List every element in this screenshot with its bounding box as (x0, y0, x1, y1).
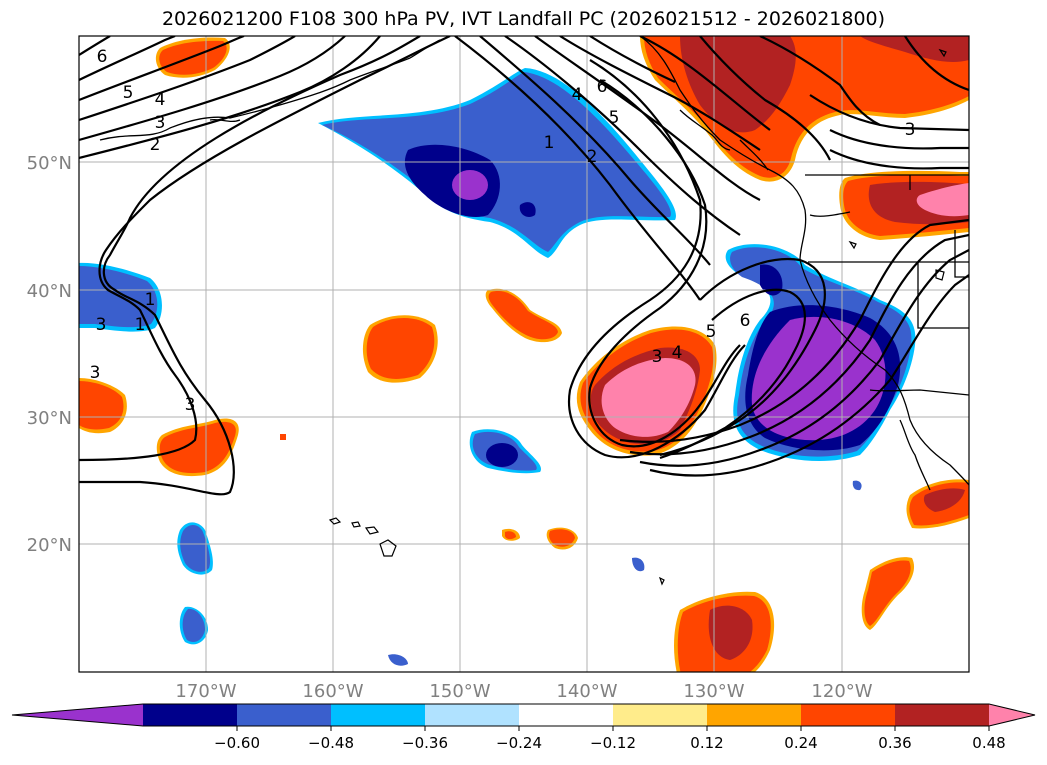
colorbar-tick-label: 0.24 (784, 734, 817, 752)
colorbar-segment (519, 704, 614, 726)
lat-label: 50°N (27, 153, 72, 174)
lon-label: 130°W (683, 681, 744, 702)
lon-label: 160°W (302, 681, 363, 702)
lat-label: 30°N (27, 408, 72, 429)
colorbar-tick-label: −0.24 (496, 734, 542, 752)
colorbar-segment (895, 704, 990, 726)
contour-label: 3 (155, 113, 166, 133)
map-title: 2026021200 F108 300 hPa PV, IVT Landfall… (161, 8, 886, 30)
longitude-labels: 170°W 160°W 150°W 140°W 130°W 120°W (175, 681, 872, 702)
colorbar-segment (707, 704, 802, 726)
contour-label: 6 (97, 47, 108, 67)
ivt-contours (79, 36, 969, 496)
contour-label: 3 (96, 315, 107, 335)
contour-label: 4 (672, 343, 683, 363)
islands (328, 48, 947, 586)
lat-label: 20°N (27, 535, 72, 556)
lon-label: 170°W (175, 681, 236, 702)
colorbar-segment (143, 704, 238, 726)
lon-label: 150°W (429, 681, 490, 702)
colorbar: −0.60 −0.48 −0.36 −0.24 −0.12 0.12 0.24 0.36 0.4… (11, 703, 1036, 752)
contour-label: 2 (150, 135, 161, 155)
colorbar-segment (237, 704, 332, 726)
map-frame (78, 35, 970, 673)
contour-label: 5 (706, 322, 717, 342)
contour-label: 3 (185, 395, 196, 415)
positive-anomaly-shading (79, 36, 969, 672)
contour-label: 1 (544, 133, 555, 153)
contour-label: 6 (597, 77, 608, 97)
contour-label: 3 (652, 347, 663, 367)
contour-label: 5 (123, 83, 134, 103)
contour-label: 4 (572, 85, 583, 105)
colorbar-tick-label: −0.60 (214, 734, 260, 752)
lon-label: 140°W (556, 681, 617, 702)
colorbar-extend-high (989, 704, 1035, 726)
contour-label: 3 (905, 120, 916, 140)
colorbar-tick-label: 0.36 (878, 734, 911, 752)
contour-label: 4 (155, 90, 166, 110)
lon-label: 120°W (811, 681, 872, 702)
lat-label: 40°N (27, 281, 72, 302)
colorbar-tick-label: 0.12 (690, 734, 723, 752)
contour-label: 3 (90, 363, 101, 383)
contour-label: 1 (145, 290, 156, 310)
colorbar-tick-label: −0.48 (308, 734, 354, 752)
colorbar-tick-label: −0.12 (590, 734, 636, 752)
contour-label: 2 (587, 147, 598, 167)
colorbar-segment (801, 704, 896, 726)
contour-labels: 6 5 4 3 2 1 6 5 4 3 2 1 3 1 3 4 3 3 5 6 (90, 47, 916, 415)
colorbar-extend-low (12, 704, 143, 726)
colorbar-outline (11, 703, 1036, 727)
contour-label: 5 (609, 108, 620, 128)
colorbar-tick-label: −0.36 (402, 734, 448, 752)
colorbar-segment (331, 704, 426, 726)
contour-label: 1 (135, 315, 146, 335)
colorbar-tick-label: 0.48 (972, 734, 1005, 752)
colorbar-segment (613, 704, 708, 726)
contour-label: 6 (740, 311, 751, 331)
colorbar-segment (425, 704, 520, 726)
map-area: 6 5 4 3 2 1 6 5 4 3 2 1 3 1 3 4 3 3 5 6 (79, 36, 969, 672)
latitude-labels: 50°N 40°N 30°N 20°N (27, 153, 72, 556)
